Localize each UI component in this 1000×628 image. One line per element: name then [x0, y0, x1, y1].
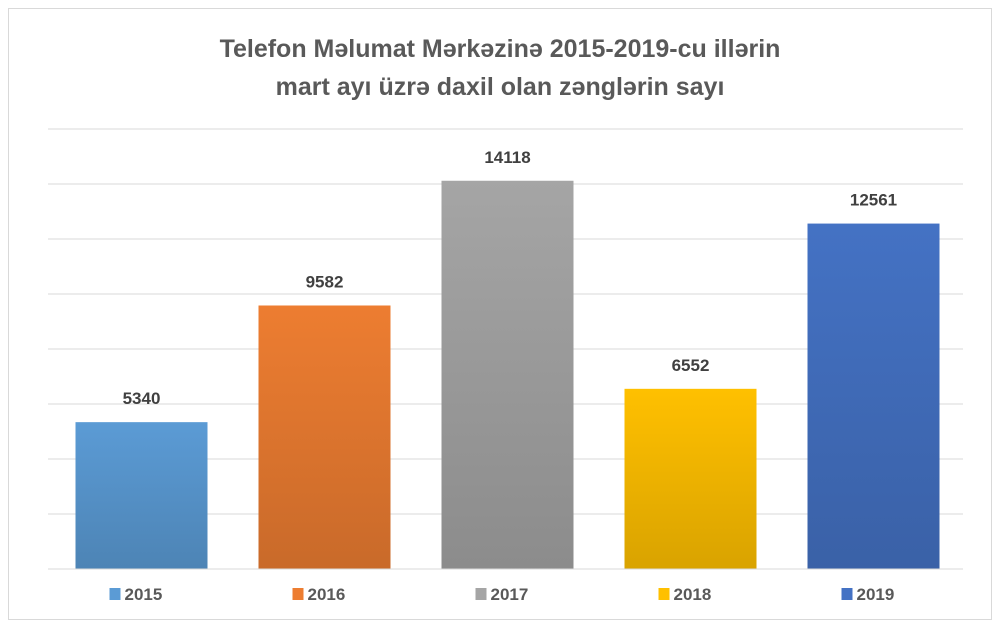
bar-2016 [258, 305, 391, 569]
legend-label-2015: 2015 [125, 585, 163, 604]
chart-title-line2: mart ayı üzrə daxil olan zənglərin sayı [275, 73, 725, 101]
chart-title: Telefon Məlumat Mərkəzinə 2015-2019-cu i… [0, 30, 1000, 106]
legend-label-2018: 2018 [674, 585, 712, 604]
data-label-2015: 5340 [123, 389, 161, 408]
data-label-2018: 6552 [672, 356, 710, 375]
data-label-2019: 12561 [850, 191, 897, 210]
legend-label-2017: 2017 [491, 585, 529, 604]
bar-2017 [441, 180, 574, 569]
legend-swatch-2016 [292, 588, 304, 600]
legend-swatch-2017 [475, 588, 487, 600]
legend-swatch-2019 [841, 588, 853, 600]
legend-label-2019: 2019 [857, 585, 895, 604]
data-label-2016: 9582 [306, 272, 344, 291]
legend-label-2016: 2016 [308, 585, 346, 604]
bar-2015 [75, 422, 208, 569]
bar-2018 [624, 388, 757, 569]
bar-2019 [807, 223, 940, 569]
legend-swatch-2018 [658, 588, 670, 600]
legend-swatch-2015 [109, 588, 121, 600]
chart-title-line1: Telefon Məlumat Mərkəzinə 2015-2019-cu i… [219, 35, 781, 63]
data-label-2017: 14118 [484, 148, 530, 167]
